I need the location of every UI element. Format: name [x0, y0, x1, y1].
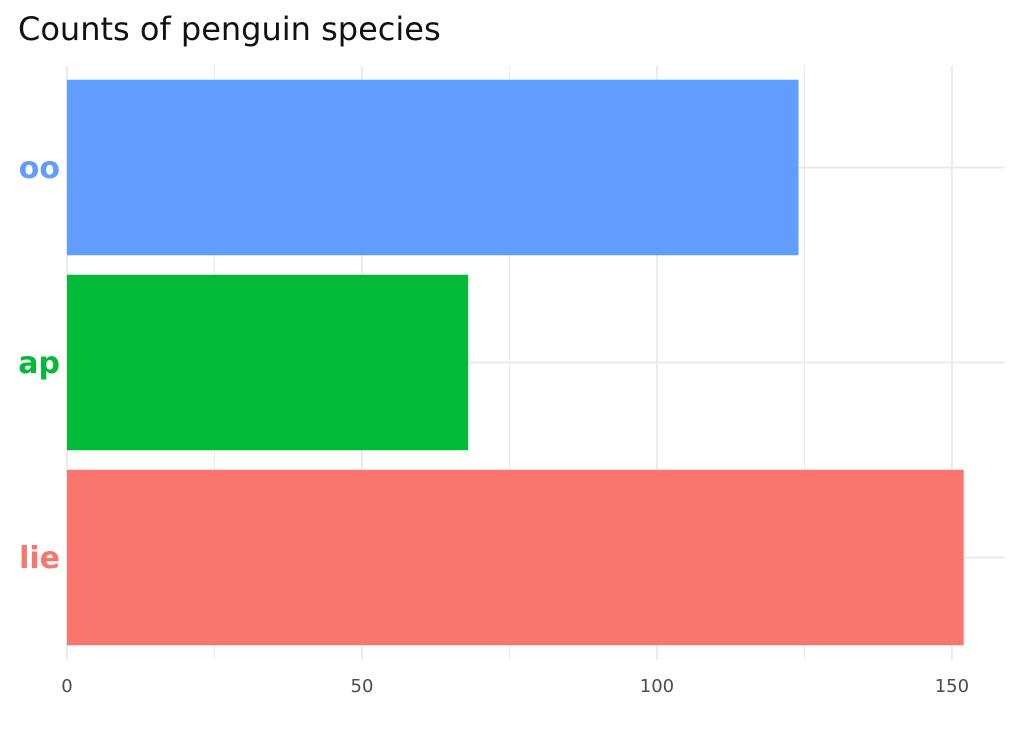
x-tick-label: 0	[61, 676, 72, 697]
bar	[67, 274, 469, 451]
bar	[67, 79, 799, 256]
y-tick-label: ap	[18, 346, 60, 381]
chart-title: Counts of penguin species	[18, 10, 441, 48]
x-tick-label: 150	[935, 676, 969, 697]
y-tick-label: lie	[19, 541, 60, 576]
y-tick-label: oo	[19, 151, 60, 186]
x-tick-label: 100	[640, 676, 674, 697]
bar	[67, 469, 964, 646]
x-tick-label: 50	[351, 676, 374, 697]
